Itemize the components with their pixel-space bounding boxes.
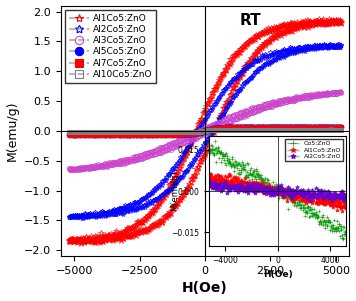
Legend: Al1Co5:ZnO, Al2Co5:ZnO, Al3Co5:ZnO, Al5Co5:ZnO, Al7Co5:ZnO, Al10Co5:ZnO: Al1Co5:ZnO, Al2Co5:ZnO, Al3Co5:ZnO, Al5C… bbox=[66, 10, 156, 82]
X-axis label: H(Oe): H(Oe) bbox=[182, 281, 228, 296]
Y-axis label: M(emu/g): M(emu/g) bbox=[6, 101, 19, 161]
Text: RT: RT bbox=[240, 13, 261, 28]
